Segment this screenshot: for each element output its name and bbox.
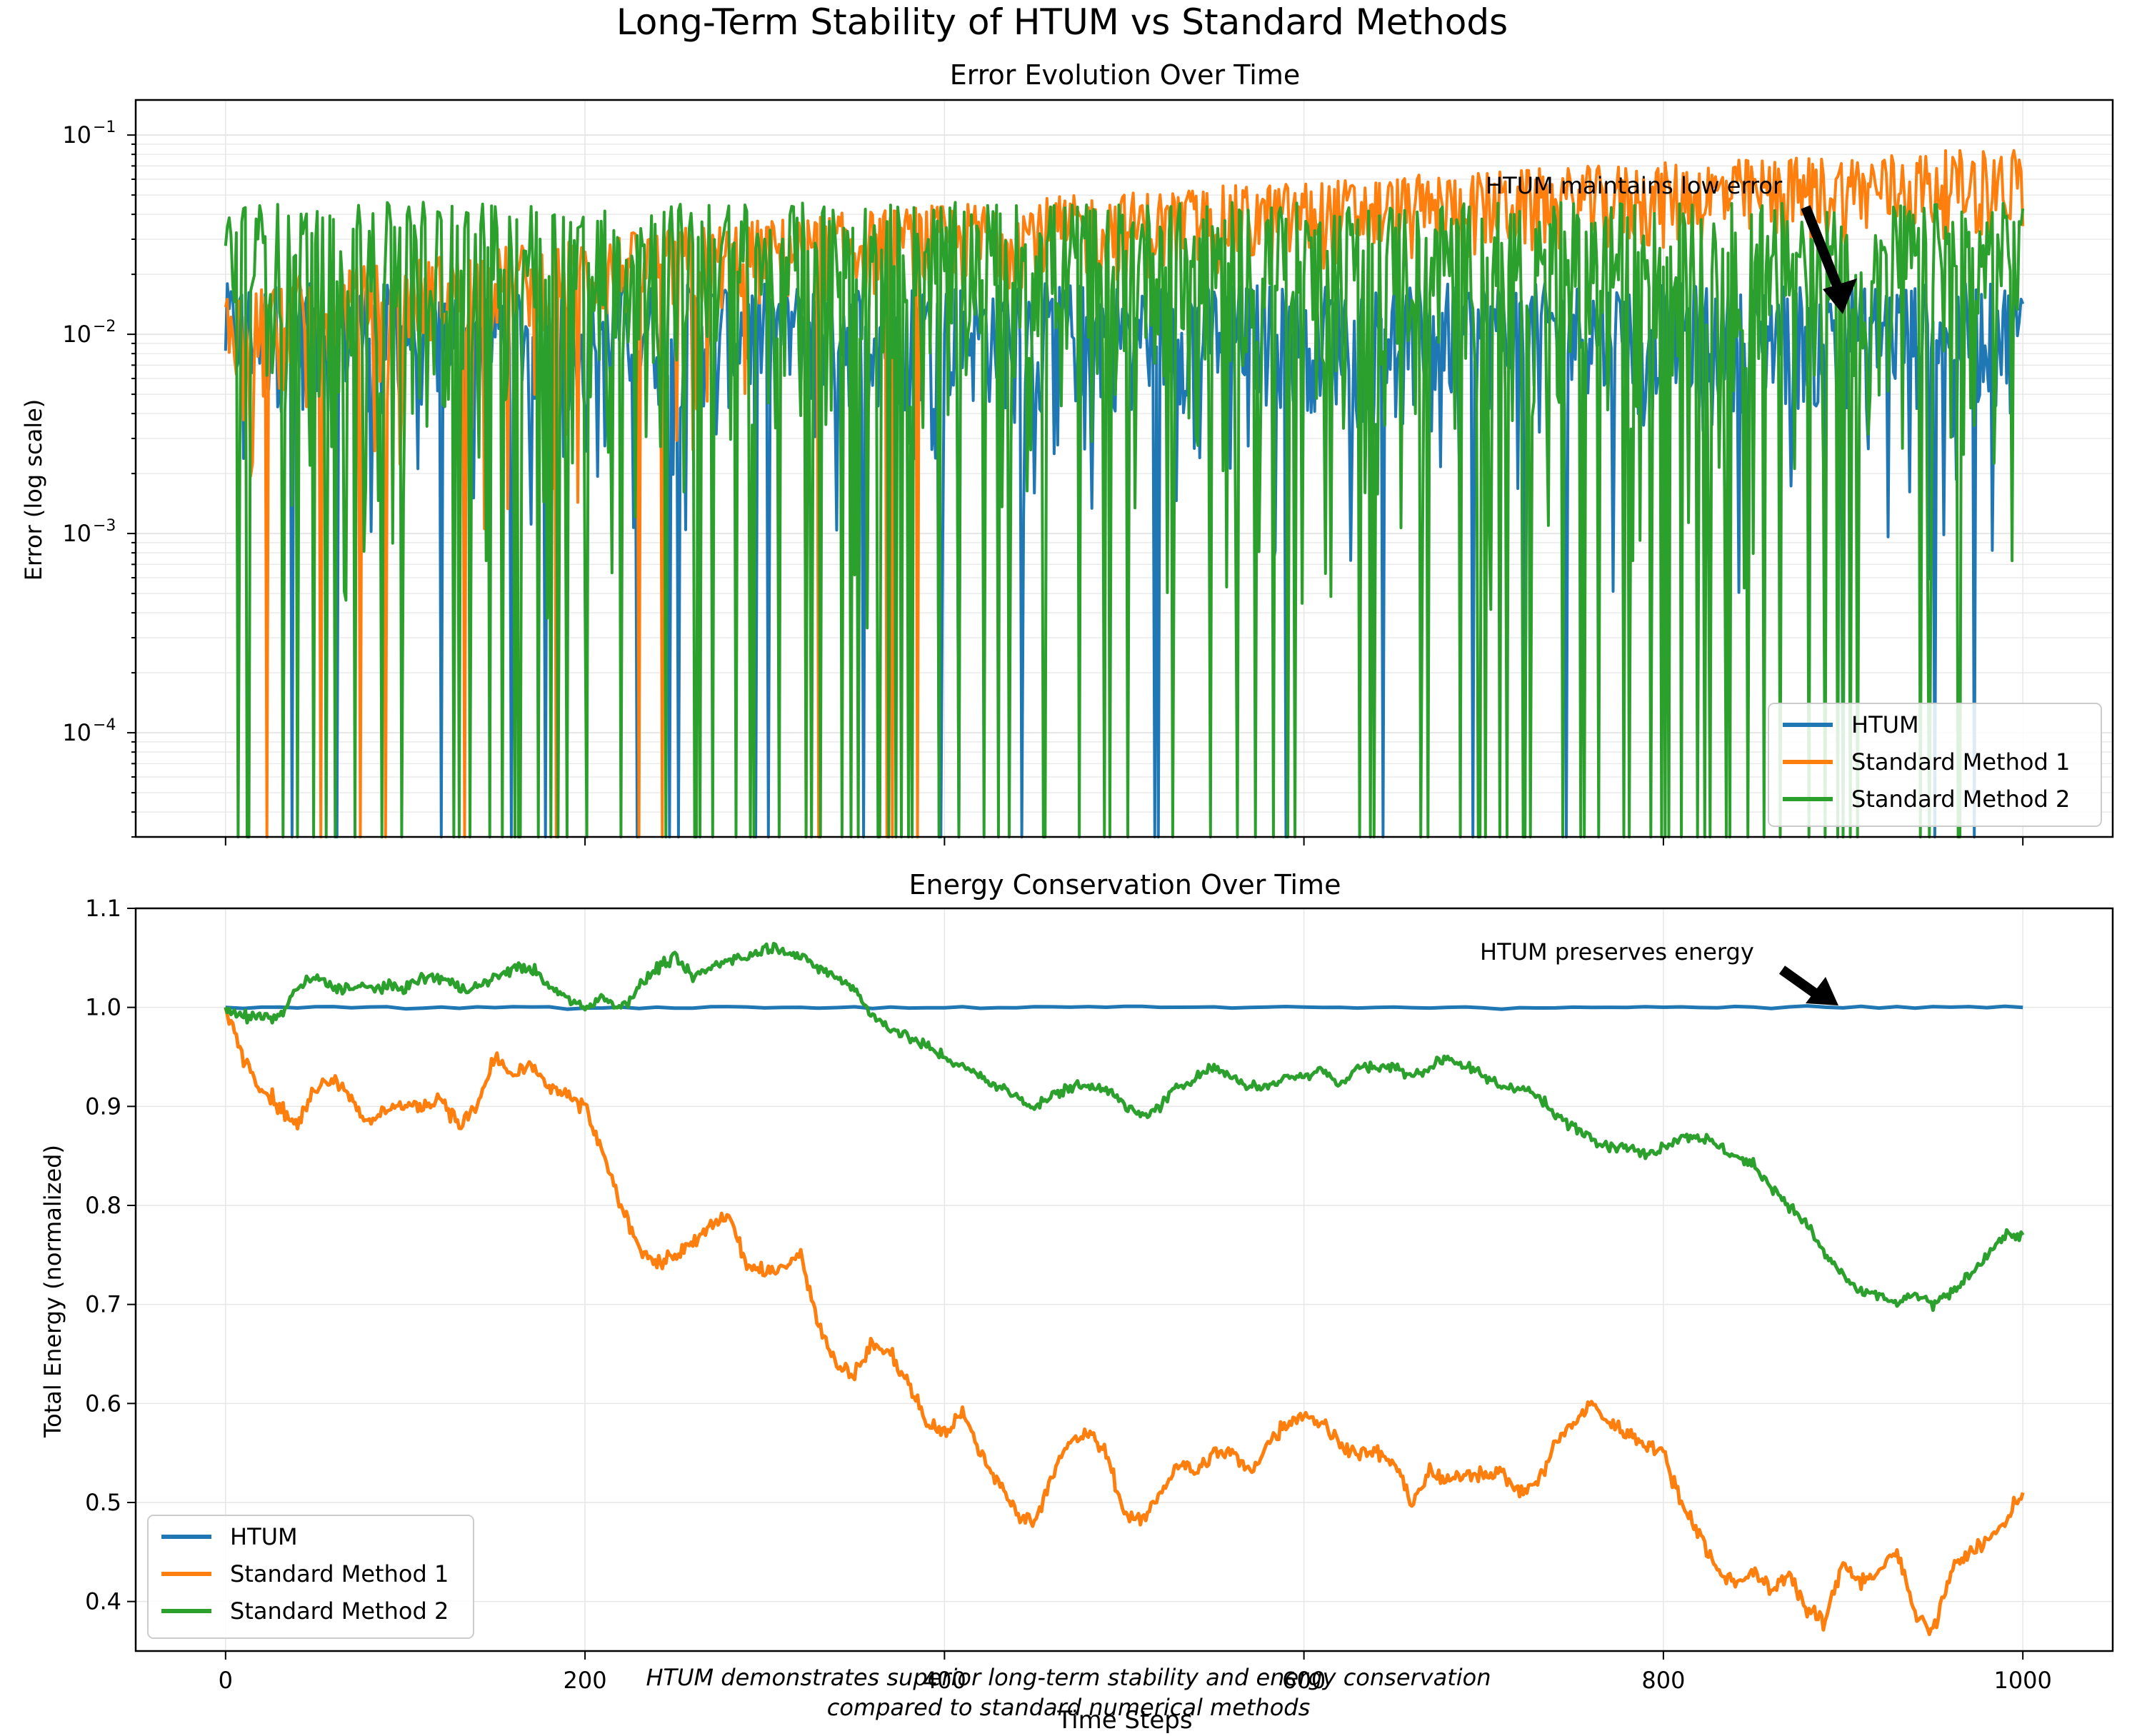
error-legend-box bbox=[1768, 703, 2102, 827]
energy-x-tick-label: 1000 bbox=[1993, 1667, 2051, 1694]
caption-line-2: compared to standard numerical methods bbox=[826, 1694, 1311, 1721]
energy-series-method2 bbox=[224, 941, 2025, 1313]
error-series-method2 bbox=[224, 201, 2025, 838]
energy-y-tick-label: 0.7 bbox=[85, 1291, 121, 1318]
error-y-tick-exponent: −2 bbox=[93, 318, 116, 336]
energy-x-tick-label: 800 bbox=[1641, 1667, 1685, 1694]
energy-x-tick-label: 0 bbox=[219, 1667, 233, 1694]
energy-y-tick-label: 0.9 bbox=[85, 1093, 121, 1120]
error-x-ticks bbox=[224, 837, 2024, 846]
error-y-label: Error (log scale) bbox=[20, 399, 47, 581]
error-y-ticks: 10−110−210−310−4 bbox=[62, 119, 136, 838]
energy-y-tick-label: 0.5 bbox=[85, 1489, 121, 1516]
error-y-tick-label: 10 bbox=[62, 121, 91, 149]
caption-line-1: HTUM demonstrates superior long-term sta… bbox=[646, 1664, 1491, 1691]
error-legend-label-method1: Standard Method 1 bbox=[1851, 748, 2070, 776]
error-y-tick-exponent: −1 bbox=[93, 119, 116, 136]
error-y-tick-label: 10 bbox=[62, 520, 91, 547]
error-panel: Error Evolution Over Time Error (log sca… bbox=[20, 59, 2114, 846]
error-legend: HTUM Standard Method 1 Standard Method 2 bbox=[1768, 703, 2102, 827]
energy-series-htum bbox=[225, 1004, 2023, 1011]
energy-annotation-arrow bbox=[1778, 965, 1818, 997]
error-series bbox=[224, 149, 2025, 838]
energy-legend-label-htum: HTUM bbox=[230, 1523, 298, 1550]
energy-panel: Energy Conservation Over Time Total Ener… bbox=[39, 869, 2114, 1735]
error-legend-label-method2: Standard Method 2 bbox=[1851, 786, 2070, 813]
suptitle: Long-Term Stability of HTUM vs Standard … bbox=[616, 1, 1508, 43]
error-annotation-text: HTUM maintains low error bbox=[1486, 172, 1783, 199]
energy-legend-box bbox=[147, 1515, 474, 1639]
energy-plot-frame bbox=[134, 907, 2114, 1652]
energy-x-tick-label: 600 bbox=[1282, 1667, 1326, 1694]
energy-x-tick-label: 400 bbox=[923, 1667, 966, 1694]
energy-y-ticks: 0.4 0.5 0.6 0.7 0.8 0.9 1.0 1.1 bbox=[85, 895, 136, 1615]
energy-series-method1 bbox=[224, 1007, 2025, 1637]
energy-y-tick-label: 1.0 bbox=[85, 994, 121, 1021]
error-plot-frame bbox=[134, 99, 2114, 838]
energy-x-ticks: 0 200 400 600 800 1000 bbox=[219, 1651, 2052, 1694]
error-y-tick-exponent: −3 bbox=[93, 517, 116, 535]
error-y-tick-exponent: −4 bbox=[93, 716, 116, 734]
error-y-tick-label: 10 bbox=[62, 719, 91, 746]
energy-legend-label-method1: Standard Method 1 bbox=[230, 1560, 449, 1587]
error-annotation-arrow bbox=[1801, 205, 1842, 288]
error-panel-title: Error Evolution Over Time bbox=[950, 59, 1300, 91]
energy-annotation-text: HTUM preserves energy bbox=[1480, 938, 1754, 965]
energy-legend: HTUM Standard Method 1 Standard Method 2 bbox=[147, 1515, 474, 1639]
error-y-tick-label: 10 bbox=[62, 321, 91, 348]
energy-panel-title: Energy Conservation Over Time bbox=[909, 869, 1341, 900]
energy-x-tick-label: 200 bbox=[564, 1667, 607, 1694]
energy-annotation: HTUM preserves energy bbox=[1480, 938, 1838, 1005]
error-annotation: HTUM maintains low error bbox=[1486, 172, 1857, 314]
energy-y-tick-label: 0.4 bbox=[85, 1588, 121, 1615]
energy-y-tick-label: 0.6 bbox=[85, 1390, 121, 1417]
error-series-method1 bbox=[224, 149, 2025, 838]
energy-legend-label-method2: Standard Method 2 bbox=[230, 1597, 449, 1625]
energy-series bbox=[224, 941, 2025, 1637]
error-annotation-arrowhead bbox=[1823, 279, 1857, 314]
energy-y-tick-label: 1.1 bbox=[85, 895, 121, 922]
energy-annotation-arrowhead bbox=[1806, 977, 1838, 1005]
energy-x-label: Time Steps bbox=[1056, 1706, 1192, 1735]
energy-y-tick-label: 0.8 bbox=[85, 1192, 121, 1219]
error-legend-label-htum: HTUM bbox=[1851, 711, 1919, 738]
energy-y-label: Total Energy (normalized) bbox=[39, 1145, 66, 1438]
